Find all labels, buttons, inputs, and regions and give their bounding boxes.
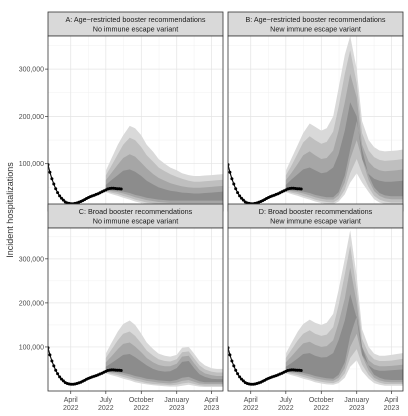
- panel-subtitle: No immune escape variant: [93, 217, 179, 226]
- panel-strip: [47, 203, 224, 229]
- observed-point: [240, 377, 243, 381]
- observed-point: [299, 369, 303, 372]
- y-tick-label: 100,000: [19, 344, 44, 351]
- observed-point: [228, 170, 232, 174]
- panel-border: [47, 227, 224, 392]
- x-tick-label: October: [309, 397, 335, 404]
- x-tick-label: 2022: [133, 405, 149, 412]
- x-tick-label: July: [100, 397, 113, 404]
- panel-title: D: Broad booster recommendations: [259, 207, 373, 216]
- observed-point: [61, 198, 65, 202]
- observed-point: [56, 372, 60, 376]
- y-tick-label: 100,000: [19, 161, 44, 168]
- observed-point: [50, 177, 54, 181]
- x-tick-label: 2022: [243, 405, 259, 412]
- x-tick-label: 2023: [169, 405, 185, 412]
- x-tick-label: July: [280, 397, 293, 404]
- observed-point: [48, 353, 52, 357]
- x-tick-label: 2023: [204, 405, 220, 412]
- observed-point: [241, 198, 245, 202]
- panel-title: A: Age−restricted booster recommendation…: [65, 15, 205, 24]
- observed-point: [232, 364, 236, 368]
- y-tick-label: 300,000: [19, 67, 44, 74]
- observed-point: [58, 194, 62, 198]
- y-tick-label: 300,000: [19, 256, 44, 263]
- observed-point: [232, 182, 236, 186]
- panel-title: C: Broad booster recommendations: [79, 207, 193, 216]
- x-tick-label: 2022: [63, 405, 79, 412]
- panel-1: B: Age−restricted booster recommendation…: [227, 11, 404, 212]
- observed-point: [230, 359, 234, 363]
- observed-point: [236, 191, 240, 195]
- observed-point: [58, 375, 62, 379]
- x-tick-label: April: [244, 397, 258, 404]
- observed-point: [52, 182, 56, 186]
- panel-subtitle: New immune escape variant: [270, 25, 361, 34]
- observed-point: [54, 187, 58, 191]
- panel-subtitle: New immune escape variant: [270, 217, 361, 226]
- x-tick-label: 2022: [313, 405, 329, 412]
- y-tick-label: 200,000: [19, 300, 44, 307]
- observed-point: [228, 353, 232, 357]
- x-tick-label: April: [384, 397, 398, 404]
- observed-point: [50, 359, 54, 363]
- x-tick-label: 2022: [278, 405, 294, 412]
- panel-strip: [227, 11, 404, 37]
- x-tick-label: January: [344, 397, 369, 404]
- observed-point: [240, 196, 243, 200]
- panel-0: A: Age−restricted booster recommendation…: [19, 11, 224, 212]
- observed-point: [238, 375, 242, 379]
- observed-point: [234, 187, 238, 191]
- x-tick-label: 2023: [384, 405, 400, 412]
- panel-border: [227, 227, 404, 392]
- observed-point: [119, 369, 123, 372]
- panel-title: B: Age−restricted booster recommendation…: [245, 15, 385, 24]
- projection-band-3: [285, 102, 403, 198]
- panel-subtitle: No immune escape variant: [93, 25, 179, 34]
- observed-point: [52, 364, 56, 368]
- x-tick-label: October: [129, 397, 155, 404]
- panel-strip: [47, 11, 224, 37]
- observed-point: [238, 194, 242, 198]
- y-tick-label: 200,000: [19, 114, 44, 121]
- observed-point: [119, 187, 123, 191]
- x-tick-label: April: [204, 397, 218, 404]
- panel-strip: [227, 203, 404, 229]
- y-axis-label: Incident hospitalizations: [5, 162, 15, 258]
- observed-point: [234, 368, 238, 372]
- observed-point: [60, 377, 63, 381]
- panels-container: A: Age−restricted booster recommendation…: [19, 11, 404, 412]
- projection-band-3: [105, 169, 223, 201]
- x-tick-label: 2023: [349, 405, 365, 412]
- observed-point: [56, 191, 60, 195]
- observed-point: [48, 170, 52, 174]
- observed-point: [236, 372, 240, 376]
- observed-point: [299, 187, 303, 191]
- x-tick-label: 2022: [98, 405, 114, 412]
- observed-point: [54, 368, 58, 372]
- observed-point: [60, 196, 63, 200]
- projection-band-3: [285, 294, 403, 380]
- x-tick-label: April: [64, 397, 78, 404]
- projection-band-3: [105, 354, 223, 383]
- x-tick-label: January: [164, 397, 189, 404]
- observed-point: [230, 177, 234, 181]
